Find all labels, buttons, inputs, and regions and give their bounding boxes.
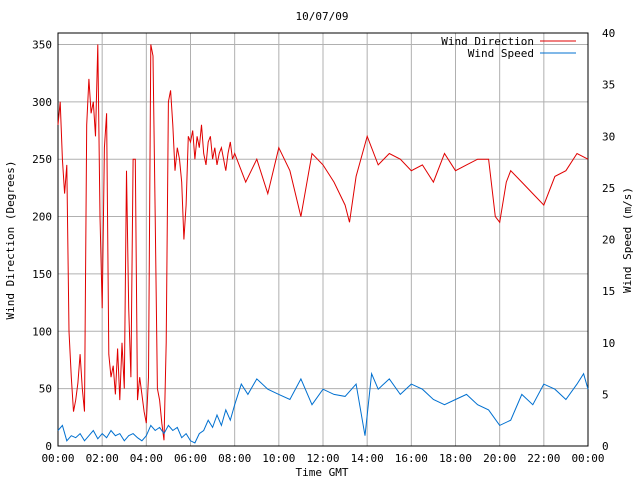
y-right-tick-label: 5 bbox=[602, 388, 609, 401]
y-right-tick-label: 10 bbox=[602, 337, 615, 350]
x-axis-label: Time GMT bbox=[296, 466, 349, 479]
x-tick-label: 16:00 bbox=[395, 452, 428, 465]
legend-label-wind-speed: Wind Speed bbox=[468, 47, 534, 60]
x-tick-label: 04:00 bbox=[130, 452, 163, 465]
x-tick-label: 10:00 bbox=[262, 452, 295, 465]
grid-lines bbox=[58, 33, 588, 446]
plot-frame bbox=[57, 32, 589, 447]
y-right-tick-label: 35 bbox=[602, 79, 615, 92]
x-tick-label: 02:00 bbox=[86, 452, 119, 465]
y-left-axis-ticks: 0 50 100 150 200 250 300 350 bbox=[32, 38, 52, 453]
y-left-tick-label: 350 bbox=[32, 38, 52, 51]
y-right-tick-label: 40 bbox=[602, 27, 615, 40]
chart-title: 10/07/09 bbox=[296, 10, 349, 23]
y-right-tick-label: 15 bbox=[602, 285, 615, 298]
y-left-tick-label: 200 bbox=[32, 211, 52, 224]
y-left-tick-label: 300 bbox=[32, 96, 52, 109]
series-line-wind-speed bbox=[57, 371, 589, 444]
x-tick-label: 14:00 bbox=[351, 452, 384, 465]
x-tick-label: 18:00 bbox=[439, 452, 472, 465]
y-right-axis-ticks: 0 5 10 15 20 25 30 35 40 bbox=[602, 27, 615, 453]
series-line-wind-direction bbox=[57, 44, 589, 441]
x-tick-label: 08:00 bbox=[218, 452, 251, 465]
y-right-tick-label: 25 bbox=[602, 182, 615, 195]
x-tick-label: 20:00 bbox=[483, 452, 516, 465]
y-left-tick-label: 100 bbox=[32, 325, 52, 338]
x-tick-label: 00:00 bbox=[41, 452, 74, 465]
series-lines bbox=[57, 44, 589, 444]
x-tick-label: 22:00 bbox=[527, 452, 560, 465]
x-tick-label: 06:00 bbox=[174, 452, 207, 465]
x-axis-ticks: 00:00 02:00 04:00 06:00 08:00 10:00 12:00 14:00… bbox=[41, 452, 604, 465]
y-left-tick-label: 50 bbox=[39, 383, 52, 396]
x-tick-label: 12:00 bbox=[306, 452, 339, 465]
y-left-tick-label: 250 bbox=[32, 153, 52, 166]
y-left-tick-label: 150 bbox=[32, 268, 52, 281]
y-left-tick-label: 0 bbox=[45, 440, 52, 453]
y-right-axis-label: Wind Speed (m/s) bbox=[621, 187, 634, 293]
legend-label-wind-direction: Wind Direction bbox=[441, 35, 534, 48]
x-tick-label: 00:00 bbox=[571, 452, 604, 465]
y-left-axis-label: Wind Direction (Degrees) bbox=[4, 161, 17, 320]
y-right-tick-label: 20 bbox=[602, 234, 615, 247]
y-right-tick-label: 30 bbox=[602, 130, 615, 143]
y-right-tick-label: 0 bbox=[602, 440, 609, 453]
